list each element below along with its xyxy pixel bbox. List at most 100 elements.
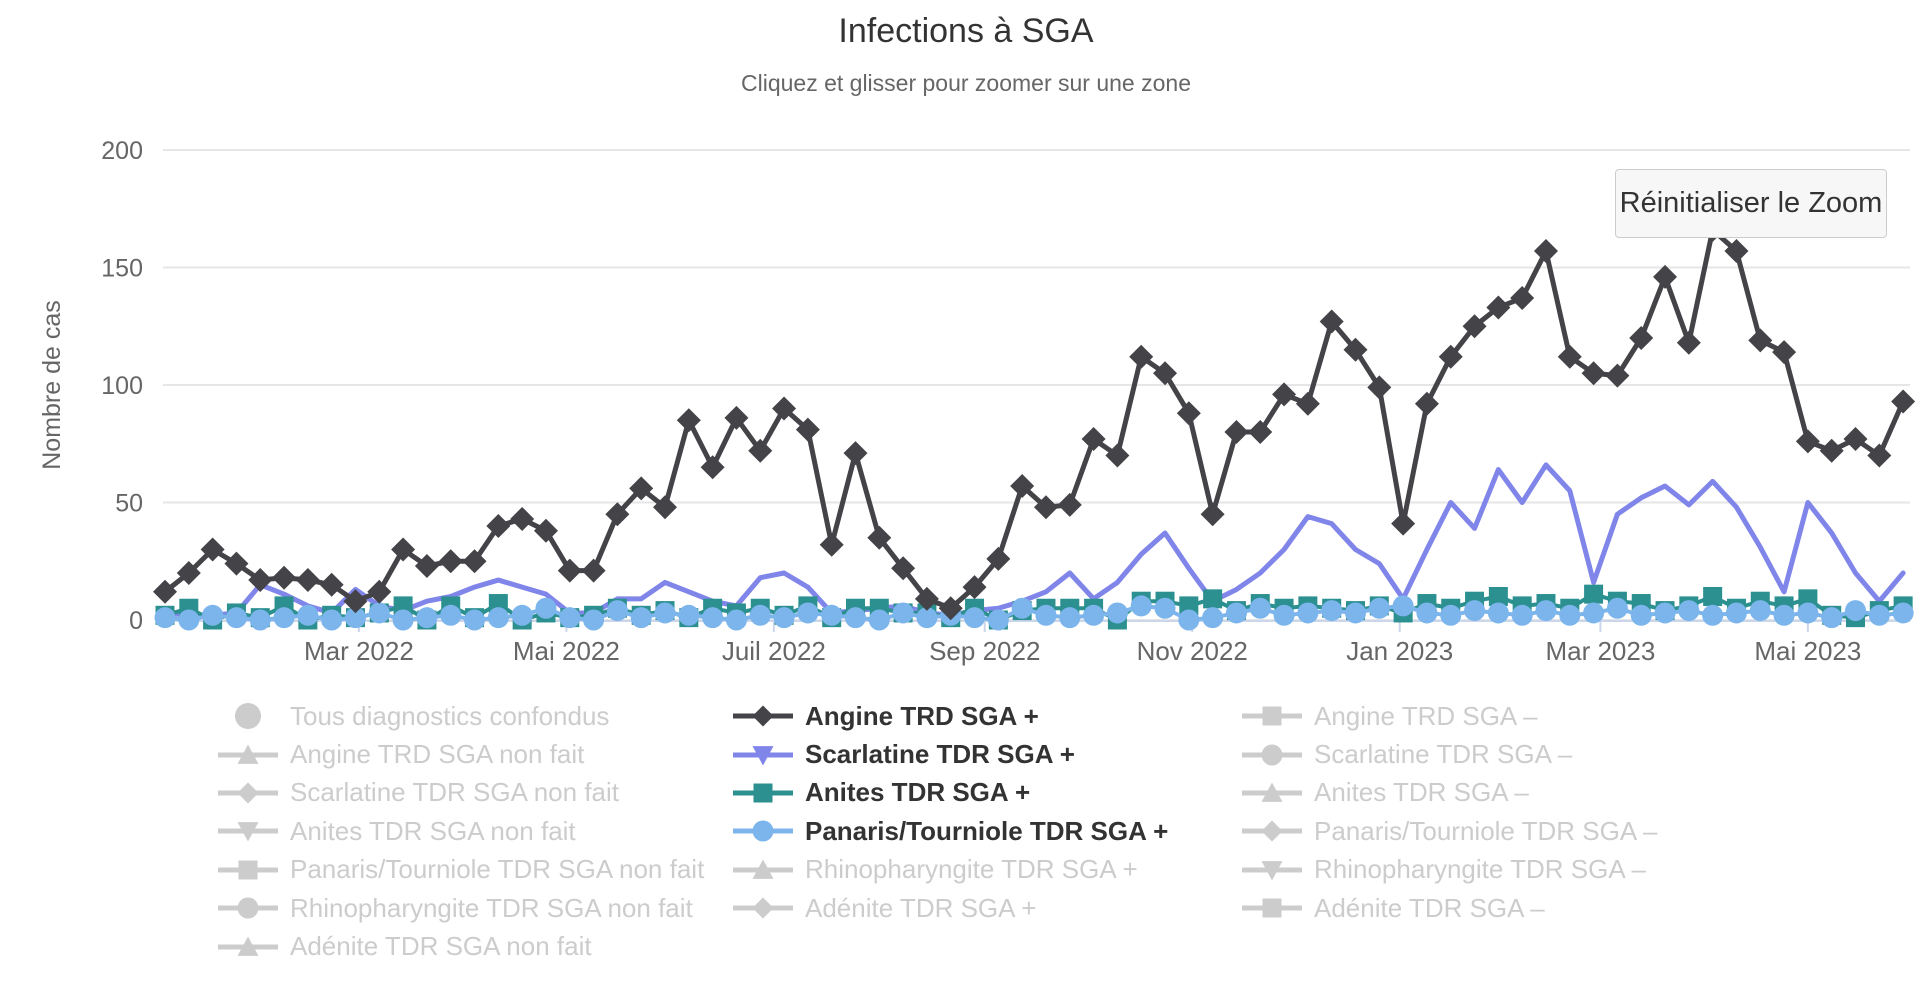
legend-item-rhinopharyngite-tdr-sga[interactable]: Rhinopharyngite TDR SGA –	[1240, 851, 1657, 889]
legend-item-angine-trd-sga-+[interactable]: Angine TRD SGA +	[731, 697, 1168, 735]
legend-item-tous-diagnostics-confondus[interactable]: Tous diagnostics confondus	[216, 697, 704, 735]
point-marker-angine-trd-sga	[1486, 295, 1511, 320]
legend-item-label: Rhinopharyngite TDR SGA non fait	[290, 892, 693, 923]
point-marker-panaris-tourniole-tdr-sga	[1702, 604, 1724, 626]
legend-item-panaris-tourniole-tdr-sga[interactable]: Panaris/Tourniole TDR SGA –	[1240, 812, 1657, 850]
point-marker-angine-trd-sga	[1438, 344, 1463, 369]
point-marker-panaris-tourniole-tdr-sga	[1678, 600, 1700, 622]
point-marker-panaris-tourniole-tdr-sga	[1011, 597, 1033, 619]
legend-item-panaris-tourniole-tdr-sga-+[interactable]: Panaris/Tourniole TDR SGA +	[731, 812, 1168, 850]
point-marker-panaris-tourniole-tdr-sga	[1368, 597, 1390, 619]
point-marker-panaris-tourniole-tdr-sga	[178, 609, 200, 631]
legend-item-anites-tdr-sga-+[interactable]: Anites TDR SGA +	[731, 774, 1168, 812]
y-axis-label: 100	[101, 372, 143, 400]
legend-item-label: Adénite TDR SGA +	[805, 892, 1037, 923]
point-marker-panaris-tourniole-tdr-sga	[1821, 607, 1843, 629]
x-axis-label: Mar 2023	[1545, 636, 1655, 666]
legend-item-label: Tous diagnostics confondus	[290, 700, 610, 731]
point-marker-panaris-tourniole-tdr-sga	[535, 597, 557, 619]
point-marker-angine-trd-sga	[819, 532, 844, 557]
legend-item-anites-tdr-sga[interactable]: Anites TDR SGA –	[1240, 774, 1657, 812]
legend-symbol	[753, 783, 773, 803]
point-marker-panaris-tourniole-tdr-sga	[1106, 602, 1128, 624]
point-marker-angine-trd-sga	[581, 558, 606, 583]
diamond-marker-icon	[218, 782, 278, 804]
legend-item-label: Scarlatine TDR SGA +	[805, 739, 1075, 770]
legend-item-rhinopharyngite-tdr-sga-+[interactable]: Rhinopharyngite TDR SGA +	[731, 851, 1168, 889]
square-marker-icon	[218, 860, 278, 880]
chart-subtitle: Cliquez et glisser pour zoomer sur une z…	[740, 70, 1191, 96]
legend-item-scarlatine-tdr-sga-+[interactable]: Scarlatine TDR SGA +	[731, 735, 1168, 773]
x-axis-label: Nov 2022	[1137, 636, 1248, 666]
point-marker-angine-trd-sga	[1557, 344, 1582, 369]
x-axis-label: Mar 2022	[304, 636, 414, 666]
point-marker-panaris-tourniole-tdr-sga	[1225, 602, 1247, 624]
legend-item-label: Panaris/Tourniole TDR SGA +	[805, 815, 1169, 846]
legend-item-rhinopharyngite-tdr-sga-non-fait[interactable]: Rhinopharyngite TDR SGA non fait	[216, 889, 704, 927]
point-marker-panaris-tourniole-tdr-sga	[987, 609, 1009, 631]
legend-item-label: Panaris/Tourniole TDR SGA –	[1314, 815, 1658, 846]
point-marker-panaris-tourniole-tdr-sga	[1773, 604, 1795, 626]
point-marker-angine-trd-sga	[629, 476, 654, 501]
legend-symbol	[752, 859, 774, 879]
legend-item-ad-nite-tdr-sga-non-fait[interactable]: Adénite TDR SGA non fait	[216, 927, 704, 965]
point-marker-angine-trd-sga	[1795, 429, 1820, 454]
point-marker-angine-trd-sga	[1010, 474, 1035, 499]
triangle-marker-icon	[218, 744, 278, 764]
point-marker-anites-tdr-sga	[1703, 587, 1723, 606]
legend-symbol	[237, 744, 259, 764]
legend-item-label: Angine TRD SGA non fait	[290, 739, 585, 770]
point-marker-angine-trd-sga	[914, 586, 939, 611]
legend-item-label: Scarlatine TDR SGA –	[1314, 739, 1573, 770]
point-marker-panaris-tourniole-tdr-sga	[916, 607, 938, 629]
legend-item-ad-nite-tdr-sga[interactable]: Adénite TDR SGA –	[1240, 889, 1657, 927]
point-marker-panaris-tourniole-tdr-sga	[1559, 604, 1581, 626]
point-marker-angine-trd-sga	[391, 537, 416, 562]
legend-symbol	[1261, 782, 1283, 802]
point-marker-panaris-tourniole-tdr-sga	[1440, 604, 1462, 626]
point-marker-angine-trd-sga	[153, 579, 177, 604]
legend-item-anites-tdr-sga-non-fait[interactable]: Anites TDR SGA non fait	[216, 812, 704, 850]
reset-zoom-button[interactable]: Réinitialiser le Zoom	[1615, 169, 1887, 238]
point-marker-panaris-tourniole-tdr-sga	[1130, 595, 1152, 617]
square-marker-icon	[1242, 706, 1302, 726]
point-marker-panaris-tourniole-tdr-sga	[1392, 595, 1414, 617]
point-marker-angine-trd-sga	[557, 558, 582, 583]
legend-item-panaris-tourniole-tdr-sga-non-fait[interactable]: Panaris/Tourniole TDR SGA non fait	[216, 851, 704, 889]
point-marker-angine-trd-sga	[1510, 286, 1535, 311]
legend-symbol	[237, 782, 259, 804]
circle-marker-icon	[733, 820, 793, 842]
legend-item-label: Anites TDR SGA –	[1314, 777, 1529, 808]
point-marker-angine-trd-sga	[1843, 427, 1868, 452]
legend-column-3: Angine TRD SGA – Scarlatine TDR SGA – Anit…	[1240, 697, 1657, 927]
point-marker-panaris-tourniole-tdr-sga	[1059, 607, 1081, 629]
legend-symbol	[237, 897, 259, 919]
point-marker-panaris-tourniole-tdr-sga	[702, 607, 724, 629]
point-marker-panaris-tourniole-tdr-sga	[1535, 600, 1557, 622]
legend-item-scarlatine-tdr-sga[interactable]: Scarlatine TDR SGA –	[1240, 735, 1657, 773]
point-marker-panaris-tourniole-tdr-sga	[678, 604, 700, 626]
point-marker-panaris-tourniole-tdr-sga	[416, 607, 438, 629]
point-marker-angine-trd-sga	[1367, 375, 1392, 400]
point-marker-angine-trd-sga	[653, 495, 678, 520]
point-marker-panaris-tourniole-tdr-sga	[1035, 604, 1057, 626]
legend-symbol	[237, 822, 259, 842]
legend-item-angine-trd-sga-non-fait[interactable]: Angine TRD SGA non fait	[216, 735, 704, 773]
point-marker-panaris-tourniole-tdr-sga	[1297, 602, 1319, 624]
point-marker-panaris-tourniole-tdr-sga	[464, 609, 486, 631]
point-marker-panaris-tourniole-tdr-sga	[368, 602, 390, 624]
x-axis-label: Juil 2022	[722, 636, 826, 666]
point-marker-angine-trd-sga	[1319, 309, 1344, 334]
legend-item-scarlatine-tdr-sga-non-fait[interactable]: Scarlatine TDR SGA non fait	[216, 774, 704, 812]
legend-item-angine-trd-sga[interactable]: Angine TRD SGA –	[1240, 697, 1657, 735]
point-marker-panaris-tourniole-tdr-sga	[154, 607, 176, 629]
triangle-down-marker-icon	[218, 822, 278, 842]
point-marker-angine-trd-sga	[867, 525, 892, 550]
point-marker-angine-trd-sga	[1414, 391, 1439, 416]
point-marker-angine-trd-sga	[1653, 264, 1678, 289]
series-line-scarlatine-tdr-sga	[162, 462, 1906, 618]
legend-item-ad-nite-tdr-sga-+[interactable]: Adénite TDR SGA +	[731, 889, 1168, 927]
legend-symbol	[752, 820, 774, 842]
point-marker-angine-trd-sga	[1605, 363, 1630, 388]
